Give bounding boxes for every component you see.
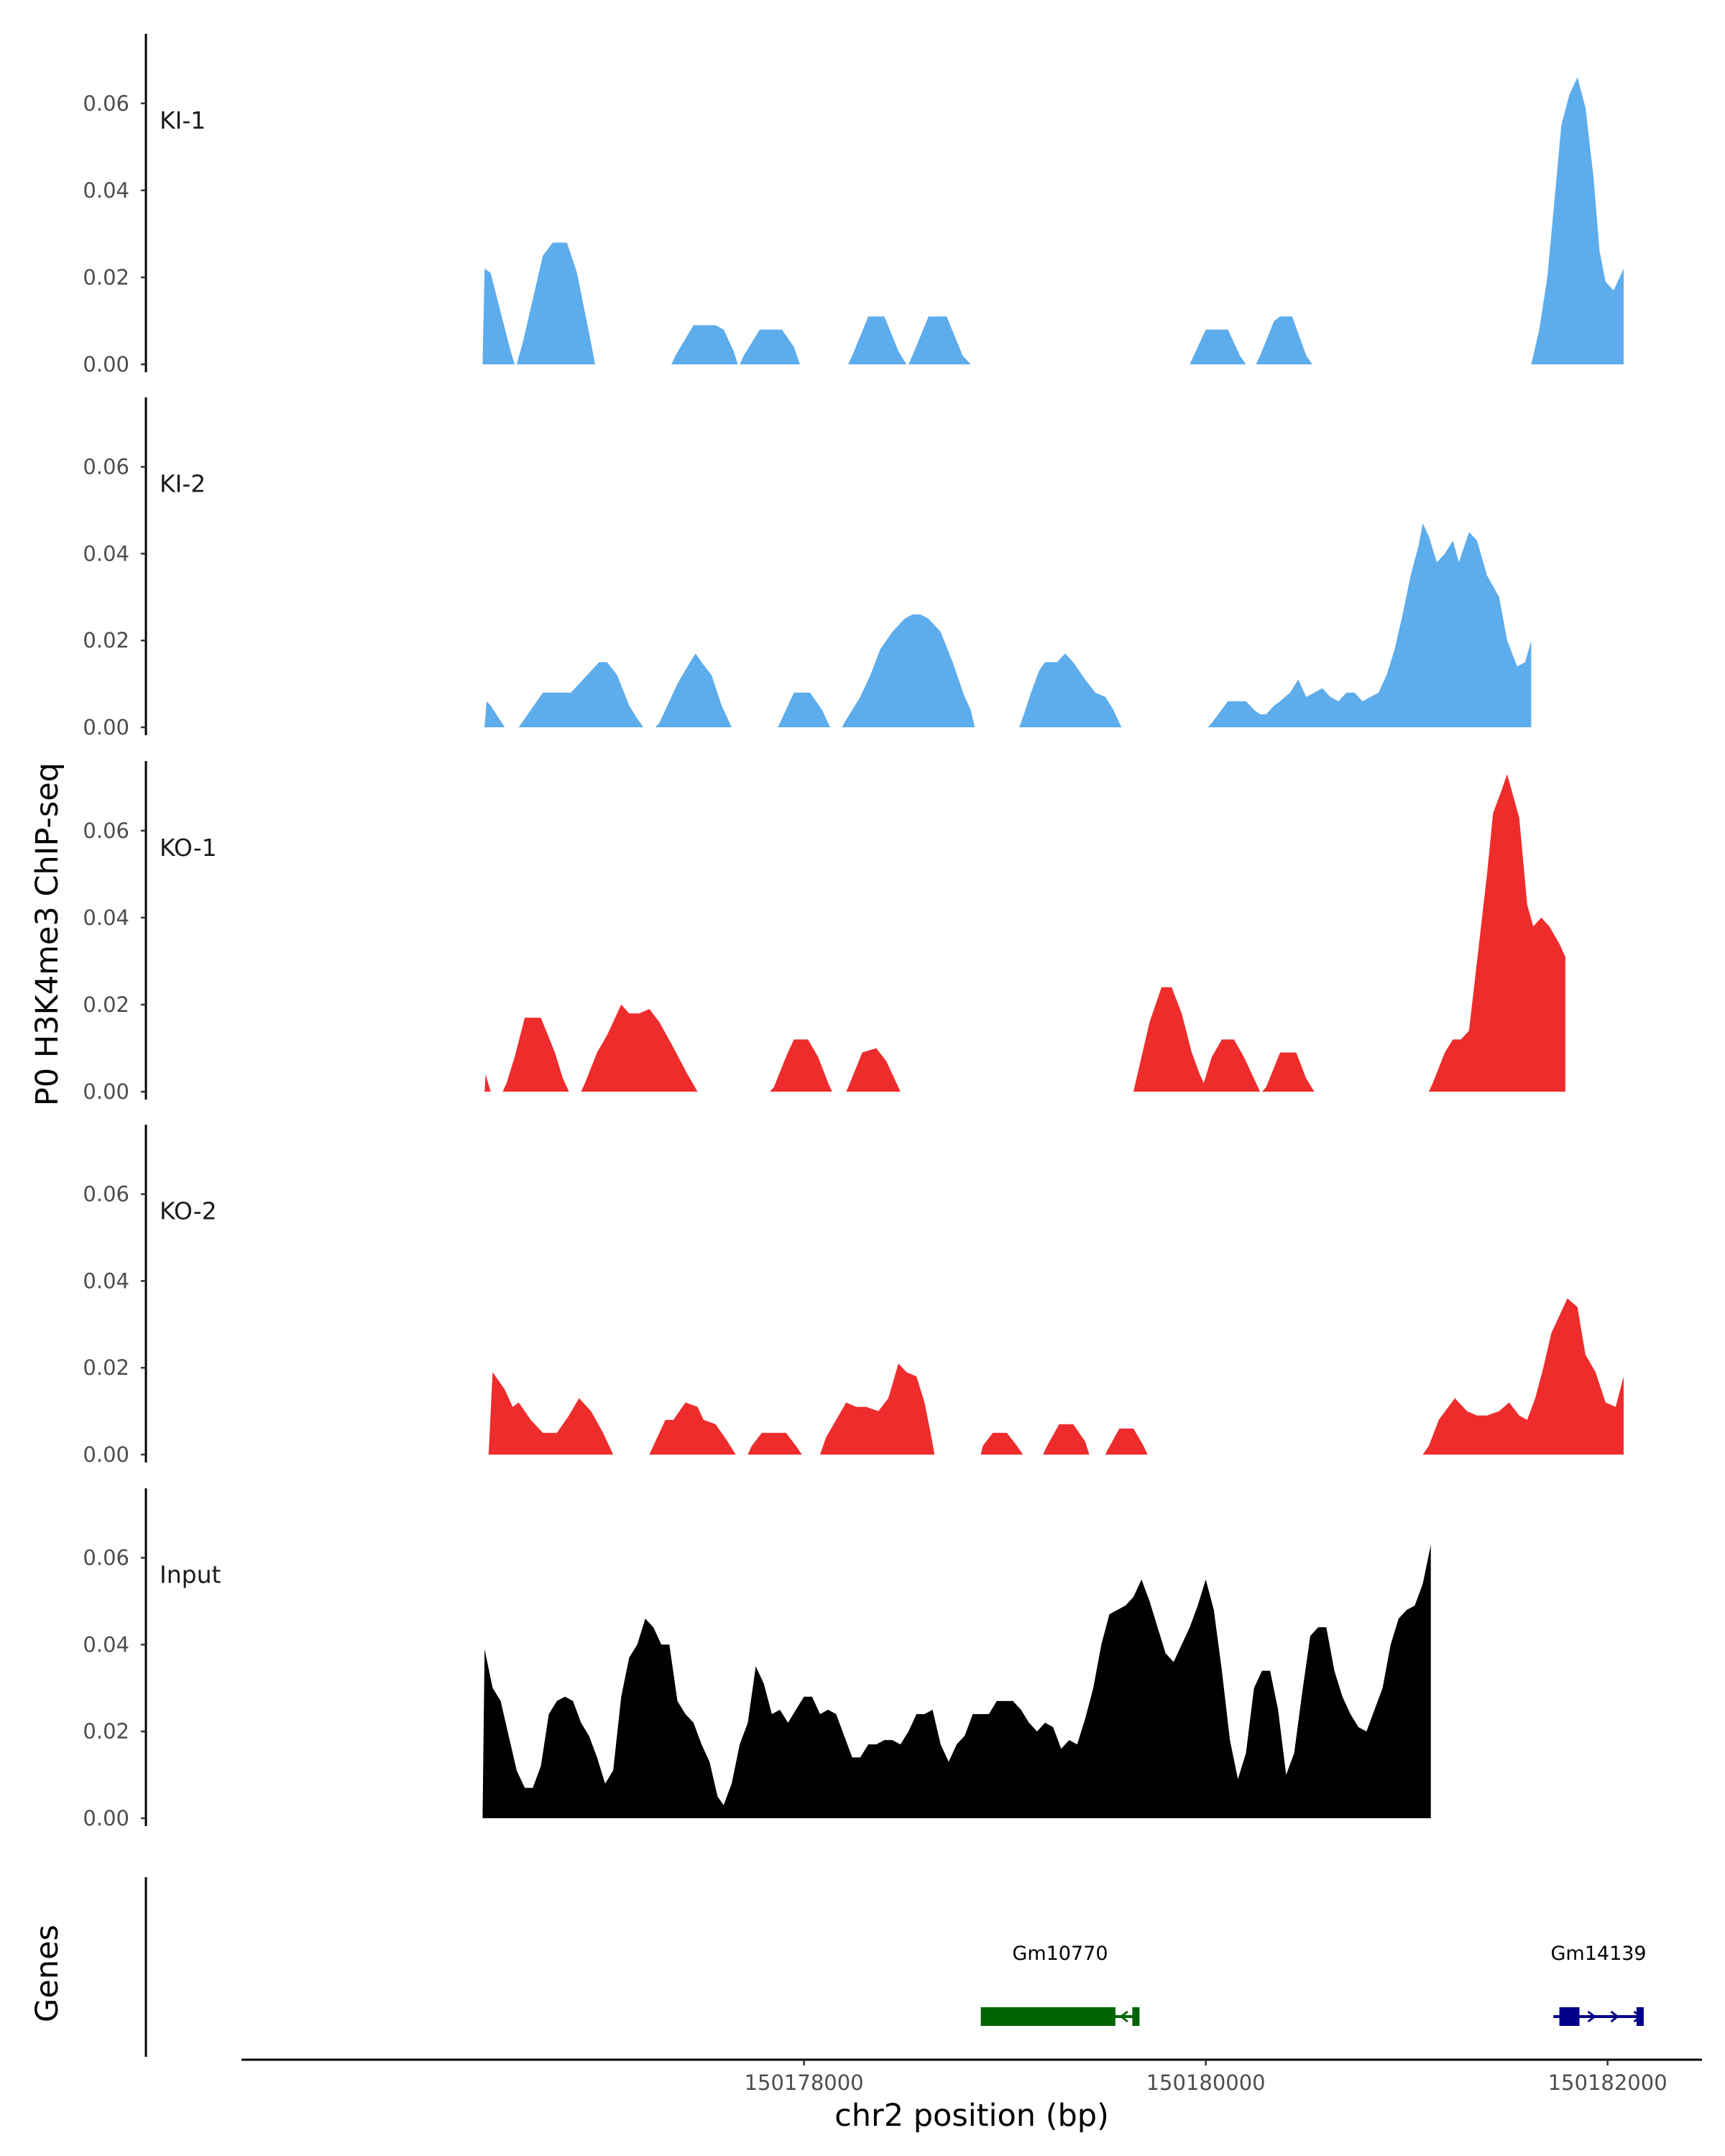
genes-axis-title: Genes — [29, 1925, 65, 2022]
y-tick-label: 0.00 — [83, 1806, 129, 1830]
coverage-area-ko-1 — [484, 774, 1565, 1092]
y-tick-label: 0.02 — [83, 1719, 129, 1743]
y-tick-label: 0.04 — [83, 906, 129, 930]
y-tick-label: 0.02 — [83, 1355, 129, 1380]
gene-exon — [980, 2007, 1116, 2026]
y-tick-label: 0.06 — [83, 91, 129, 116]
gene-label: Gm14139 — [1550, 1943, 1646, 1965]
y-axis-title: P0 H3K4me3 ChIP-seq — [29, 763, 65, 1106]
x-axis-title: chr2 position (bp) — [834, 2098, 1109, 2134]
coverage-area-ki-2 — [484, 523, 1532, 727]
track-label: KI-2 — [160, 470, 206, 498]
y-tick-label: 0.04 — [83, 178, 129, 203]
track-input: 0.00 0.02 0.04 0.06 Input — [83, 1488, 1431, 1830]
y-tick-label: 0.06 — [83, 455, 129, 479]
coverage-area-ko-2 — [488, 1298, 1624, 1455]
y-tick-label: 0.02 — [83, 265, 129, 290]
gene-exon — [1132, 2007, 1140, 2026]
x-tick-label: 150180000 — [1146, 2070, 1266, 2095]
strand-arrow — [1633, 2010, 1642, 2023]
genes-track: Gm10770 Gm14139 — [144, 1877, 1647, 2057]
track-label: KO-1 — [160, 834, 217, 862]
track-ki-2: 0.00 0.02 0.04 0.06 KI-2 — [83, 397, 1532, 740]
gene-exon — [1559, 2007, 1580, 2026]
strand-arrow — [1119, 2010, 1128, 2023]
track-ko-2: 0.00 0.02 0.04 0.06 KO-2 — [83, 1125, 1624, 1467]
y-tick-label: 0.00 — [83, 715, 129, 740]
gene-label: Gm10770 — [1012, 1943, 1108, 1965]
y-tick-label: 0.00 — [83, 1079, 129, 1104]
y-tick-label: 0.04 — [83, 541, 129, 566]
y-tick-label: 0.06 — [83, 1182, 129, 1207]
y-tick-label: 0.06 — [83, 819, 129, 843]
x-tick-label: 150182000 — [1548, 2070, 1668, 2095]
x-tick-label: 150178000 — [745, 2070, 864, 2095]
track-ko-1: 0.00 0.02 0.04 0.06 KO-1 — [83, 761, 1565, 1104]
coverage-area-input — [482, 1544, 1431, 1818]
x-axis: 150178000 150180000 150182000 — [242, 2058, 1702, 2095]
coverage-area-ki-1 — [482, 77, 1624, 364]
y-tick-label: 0.00 — [83, 1442, 129, 1467]
track-label: Input — [160, 1561, 221, 1589]
y-tick-label: 0.00 — [83, 352, 129, 377]
track-ki-1: 0.00 0.02 0.04 0.06 KI-1 — [83, 34, 1624, 377]
tracks-group: 0.00 0.02 0.04 0.06 KI-1 0.00 0.02 0.04 0.06 KI-2… — [83, 34, 1624, 1830]
track-label: KI-1 — [160, 106, 206, 134]
track-label: KO-2 — [160, 1197, 217, 1225]
gene-gm10770: Gm10770 — [980, 1943, 1140, 2026]
y-tick-label: 0.02 — [83, 992, 129, 1017]
strand-arrow — [1587, 2010, 1596, 2023]
y-tick-label: 0.02 — [83, 628, 129, 653]
y-tick-label: 0.04 — [83, 1632, 129, 1657]
gene-gm14139: Gm14139 — [1550, 1943, 1647, 2026]
y-tick-label: 0.04 — [83, 1268, 129, 1293]
strand-arrow — [1610, 2010, 1619, 2023]
y-tick-label: 0.06 — [83, 1546, 129, 1570]
